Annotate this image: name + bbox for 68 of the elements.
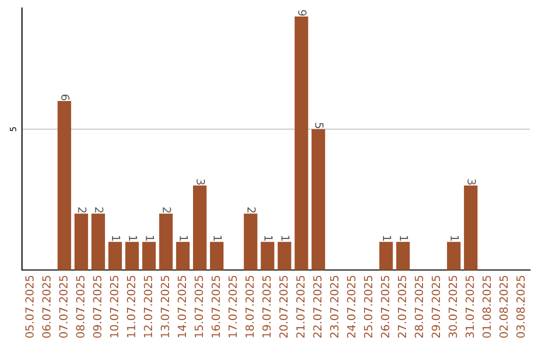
x-tick-label: 24.07.2025 xyxy=(347,276,356,338)
data-label: 1 xyxy=(129,236,138,241)
x-tick-label: 16.07.2025 xyxy=(212,276,220,338)
x-tick-label: 30.07.2025 xyxy=(448,276,458,338)
x-tick-label: 31.07.2025 xyxy=(466,276,474,338)
bar xyxy=(176,242,190,270)
data-label: 5 xyxy=(315,122,324,128)
bar xyxy=(244,214,258,270)
x-tick-label: 02.08.2025 xyxy=(499,276,508,338)
x-tick-label: 08.07.2025 xyxy=(76,276,84,338)
data-label: 1 xyxy=(400,236,408,241)
data-label: 1 xyxy=(112,236,120,241)
x-tick-label: 10.07.2025 xyxy=(110,276,118,338)
x-tick-label: 26.07.2025 xyxy=(380,276,390,338)
x-tick-label: 06.07.2025 xyxy=(42,276,51,338)
bar xyxy=(278,242,292,270)
bar xyxy=(58,100,72,270)
x-tick-label: 13.07.2025 xyxy=(160,276,170,338)
bar xyxy=(74,214,88,270)
x-tick-label: 18.07.2025 xyxy=(245,276,254,338)
data-label: 6 xyxy=(61,94,70,100)
x-tick-label: 01.08.2025 xyxy=(482,276,491,338)
x-tick-label: 05.07.2025 xyxy=(25,276,34,338)
x-tick-label: 03.08.2025 xyxy=(516,276,525,338)
x-tick-label: 12.07.2025 xyxy=(144,276,152,338)
bar xyxy=(91,214,105,270)
data-label: 1 xyxy=(450,236,459,241)
data-label: 1 xyxy=(214,236,222,241)
x-tick-label: 07.07.2025 xyxy=(59,276,68,338)
data-label: 1 xyxy=(281,236,290,241)
x-tick-label: 09.07.2025 xyxy=(93,276,102,338)
x-tick-label: 27.07.2025 xyxy=(398,276,406,338)
bar xyxy=(260,242,274,270)
data-label: 3 xyxy=(468,179,476,185)
data-label: 2 xyxy=(78,207,86,213)
data-label: 1 xyxy=(383,236,392,241)
bar xyxy=(379,242,393,270)
bar xyxy=(142,242,156,270)
bar xyxy=(447,242,461,270)
data-label: 1 xyxy=(180,236,188,241)
bar xyxy=(108,242,122,270)
data-label: 9 xyxy=(298,10,307,16)
x-tick-label: 22.07.2025 xyxy=(313,276,322,338)
data-label: 2 xyxy=(248,207,256,213)
x-tick-label: 21.07.2025 xyxy=(296,276,305,338)
bar xyxy=(396,242,410,270)
x-tick-label: 19.07.2025 xyxy=(262,276,271,338)
bar xyxy=(294,16,308,270)
bar xyxy=(193,185,207,270)
bar xyxy=(312,129,326,270)
x-tick-label: 14.07.2025 xyxy=(178,276,186,338)
x-tick-label: 23.07.2025 xyxy=(330,276,338,338)
data-label: 2 xyxy=(162,207,172,213)
x-tick-label: 17.07.2025 xyxy=(228,276,237,338)
bar xyxy=(159,214,173,270)
x-tick-label: 25.07.2025 xyxy=(364,276,372,338)
bar xyxy=(464,185,478,270)
x-tick-label: 15.07.2025 xyxy=(194,276,204,338)
x-tick-label: 29.07.2025 xyxy=(432,276,440,338)
data-label: 2 xyxy=(95,207,104,213)
x-tick-label: 20.07.2025 xyxy=(279,276,288,338)
x-tick-label: 11.07.2025 xyxy=(126,276,136,338)
data-label: 1 xyxy=(146,236,154,241)
data-label: 3 xyxy=(196,179,205,185)
data-label: 1 xyxy=(264,236,273,241)
bar xyxy=(125,242,139,270)
bar xyxy=(210,242,224,270)
x-tick-label: 28.07.2025 xyxy=(414,276,424,338)
